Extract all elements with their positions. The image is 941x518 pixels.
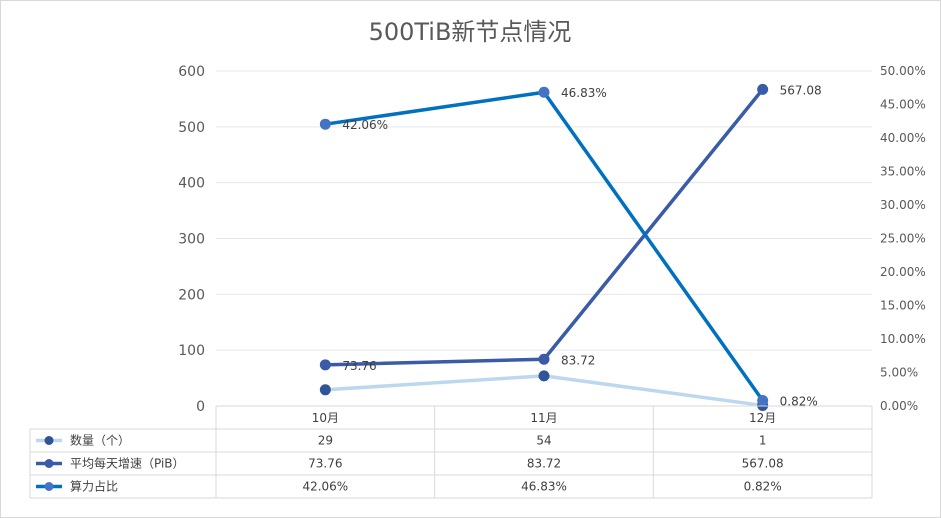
y-left-tick-label: 0 bbox=[196, 399, 205, 415]
data-label: 0.82% bbox=[780, 395, 818, 409]
data-label: 567.08 bbox=[780, 83, 822, 97]
table-cell: 1 bbox=[759, 434, 767, 448]
y-axis-left: 0 100 200 300 400 500 600 bbox=[178, 64, 205, 415]
y-axis-right: 0.00% 5.00% 10.00% 15.00% 20.00% 25.00% 30.00%… bbox=[880, 64, 926, 413]
y-left-tick-label: 600 bbox=[178, 64, 205, 80]
data-point bbox=[319, 118, 331, 130]
category-label: 12月 bbox=[749, 411, 776, 425]
y-left-tick-label: 300 bbox=[178, 232, 205, 248]
y-right-tick-label: 15.00% bbox=[880, 299, 926, 313]
y-right-tick-label: 10.00% bbox=[880, 332, 926, 346]
y-right-tick-label: 40.00% bbox=[880, 131, 926, 145]
y-left-tick-label: 200 bbox=[178, 287, 205, 303]
legend-label: 平均每天增速（PiB） bbox=[70, 456, 185, 471]
data-label: 83.72 bbox=[561, 353, 595, 367]
legend-marker bbox=[44, 459, 54, 468]
data-point bbox=[538, 353, 550, 365]
series-layer: 73.76 83.72 567.08 42.06% 46.83% 0.82% bbox=[319, 83, 822, 411]
y-right-tick-label: 45.00% bbox=[880, 98, 926, 112]
table-cell: 54 bbox=[536, 434, 551, 448]
table-cell: 567.08 bbox=[742, 457, 784, 471]
y-left-tick-label: 500 bbox=[178, 120, 205, 136]
category-label: 10月 bbox=[312, 411, 339, 425]
legend-label: 算力占比 bbox=[70, 479, 118, 494]
y-right-tick-label: 30.00% bbox=[880, 198, 926, 212]
data-label: 46.83% bbox=[561, 86, 607, 100]
data-point bbox=[538, 86, 550, 98]
data-label: 42.06% bbox=[342, 118, 388, 132]
series-line bbox=[325, 88, 765, 367]
table-cell: 0.82% bbox=[744, 480, 782, 494]
y-left-tick-label: 100 bbox=[178, 343, 205, 359]
data-point bbox=[538, 370, 550, 382]
y-left-tick-label: 400 bbox=[178, 176, 205, 192]
table-cell: 83.72 bbox=[527, 457, 561, 471]
table-cell: 73.76 bbox=[308, 457, 342, 471]
data-point bbox=[319, 359, 331, 371]
y-right-tick-label: 0.00% bbox=[880, 399, 918, 413]
legend-marker bbox=[44, 436, 54, 445]
data-label: 73.76 bbox=[342, 359, 376, 373]
category-label: 11月 bbox=[530, 411, 557, 425]
table-cell: 42.06% bbox=[302, 480, 348, 494]
table-cell: 46.83% bbox=[521, 480, 567, 494]
table-cell: 29 bbox=[318, 434, 333, 448]
legend-label: 数量（个） bbox=[70, 433, 130, 448]
y-right-tick-label: 5.00% bbox=[880, 366, 918, 380]
y-right-tick-label: 25.00% bbox=[880, 232, 926, 246]
gridlines bbox=[216, 70, 872, 351]
y-right-tick-label: 50.00% bbox=[880, 64, 926, 78]
data-point bbox=[757, 83, 769, 95]
data-point bbox=[319, 384, 331, 396]
data-point bbox=[757, 395, 769, 407]
y-right-tick-label: 35.00% bbox=[880, 165, 926, 179]
chart-title: 500TiB新节点情况 bbox=[369, 18, 572, 46]
y-right-tick-label: 20.00% bbox=[880, 265, 926, 279]
legend-marker bbox=[44, 482, 54, 491]
